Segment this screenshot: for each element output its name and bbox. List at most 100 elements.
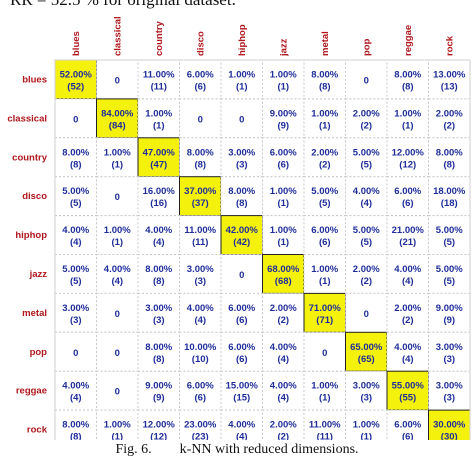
cell-percent: 4.00%: [270, 342, 297, 353]
cell-count: (6): [319, 237, 331, 248]
cell-percent: 11.00%: [184, 225, 216, 236]
cell-count: (1): [236, 81, 248, 92]
cell-count: (4): [70, 393, 82, 404]
matrix-cell: [386, 292, 429, 333]
col-label-reggae: reggae: [403, 25, 414, 56]
figure-caption: Fig. 6. k-NN with reduced dimensions.: [115, 442, 359, 457]
matrix-cell: [345, 176, 388, 217]
cell-percent: 4.00%: [270, 381, 297, 392]
cell-percent: 5.00%: [436, 225, 463, 236]
cell-percent: 5.00%: [436, 264, 463, 275]
cell-count: (8): [236, 198, 248, 209]
diagonal-cell: [428, 409, 471, 440]
cell-percent: 47.00%: [143, 147, 176, 158]
cell-percent: 6.00%: [394, 186, 421, 197]
cell-percent: 55.00%: [392, 381, 425, 392]
cell-percent: 0: [115, 387, 120, 398]
cell-percent: 0: [239, 114, 244, 125]
cell-count: (3): [70, 315, 82, 326]
cell-percent: 4.00%: [228, 420, 255, 431]
cell-count: (1): [319, 393, 331, 404]
matrix-cell: [345, 137, 388, 178]
matrix-cell: [96, 59, 139, 100]
cell-count: (9): [277, 120, 289, 131]
cell-count: (2): [319, 159, 331, 170]
col-label-metal: metal: [320, 31, 331, 56]
cell-count: (1): [277, 237, 289, 248]
cell-count: (6): [236, 354, 248, 365]
cell-percent: 4.00%: [353, 186, 380, 197]
matrix-cell: [137, 292, 180, 333]
matrix-cell: [96, 409, 139, 440]
cell-count: (18): [441, 198, 458, 209]
matrix-cell: [303, 215, 346, 256]
cell-count: (4): [70, 237, 82, 248]
cell-percent: 2.00%: [270, 420, 297, 431]
cell-percent: 0: [198, 114, 203, 125]
cell-percent: 71.00%: [309, 303, 342, 314]
col-label-classical: classical: [112, 16, 123, 56]
cell-count: (4): [277, 354, 289, 365]
cell-percent: 8.00%: [62, 420, 89, 431]
cell-count: (1): [277, 198, 289, 209]
cell-percent: 4.00%: [62, 381, 89, 392]
matrix-cell: [220, 331, 263, 372]
cell-percent: 1.00%: [104, 420, 131, 431]
row-label-hiphop: hiphop: [15, 230, 47, 241]
cell-count: (2): [277, 315, 289, 326]
matrix-cell: [137, 331, 180, 372]
cell-count: (3): [443, 354, 455, 365]
cell-count: (3): [153, 315, 165, 326]
cell-percent: 9.00%: [145, 381, 172, 392]
cell-count: (84): [109, 120, 126, 131]
confusion-matrix: blues classical country disco hiphop jazz meta…: [7, 16, 471, 440]
cell-count: (6): [194, 393, 206, 404]
matrix-cell: [303, 331, 346, 372]
cell-percent: 3.00%: [145, 303, 172, 314]
cell-percent: 5.00%: [62, 264, 89, 275]
matrix-cell: [428, 59, 471, 100]
matrix-cell: [179, 331, 222, 372]
cell-percent: 9.00%: [270, 108, 297, 119]
cell-percent: 10.00%: [184, 342, 217, 353]
cell-count: (16): [150, 198, 167, 209]
matrix-cell: [386, 98, 429, 139]
cell-percent: 5.00%: [311, 186, 338, 197]
cell-percent: 8.00%: [394, 69, 421, 80]
cell-percent: 2.00%: [436, 108, 463, 119]
cell-percent: 8.00%: [145, 342, 172, 353]
matrix-cell: [137, 98, 180, 139]
cell-count: (3): [443, 393, 455, 404]
cell-percent: 8.00%: [187, 147, 214, 158]
cell-count: (65): [358, 354, 375, 365]
cell-percent: 11.00%: [143, 69, 175, 80]
cell-percent: 1.00%: [104, 147, 131, 158]
matrix-cell: [345, 409, 388, 440]
cell-percent: 68.00%: [267, 264, 300, 275]
cell-count: (4): [402, 354, 414, 365]
col-label-blues: blues: [71, 31, 82, 56]
cell-percent: 0: [115, 192, 120, 203]
cell-count: (8): [70, 159, 82, 170]
cell-percent: 0: [115, 309, 120, 320]
cell-percent: 15.00%: [226, 381, 259, 392]
matrix-cell: [428, 292, 471, 333]
cell-percent: 23.00%: [184, 420, 217, 431]
cell-percent: 12.00%: [392, 147, 425, 158]
cell-percent: 3.00%: [436, 381, 463, 392]
cell-percent: 4.00%: [394, 264, 421, 275]
col-label-country: country: [154, 20, 165, 56]
cell-count: (23): [192, 432, 209, 440]
matrix-cell: [345, 292, 388, 333]
cell-count: (1): [277, 81, 289, 92]
cell-percent: 4.00%: [62, 225, 89, 236]
cell-percent: 8.00%: [145, 264, 172, 275]
diagonal-cell: [137, 137, 180, 178]
cell-count: (4): [153, 237, 165, 248]
cell-percent: 4.00%: [394, 342, 421, 353]
col-label-jazz: jazz: [278, 38, 289, 57]
cell-count: (1): [319, 276, 331, 287]
cell-count: (1): [111, 432, 123, 440]
matrix-cell: [303, 98, 346, 139]
cell-percent: 1.00%: [311, 264, 338, 275]
